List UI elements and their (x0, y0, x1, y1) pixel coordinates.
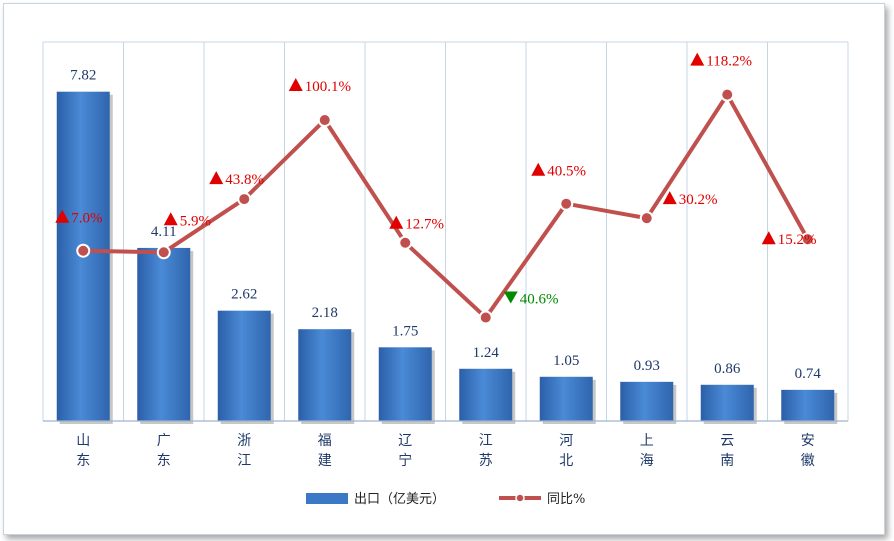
bar-value-label: 2.62 (231, 287, 257, 303)
bar-value-label: 1.75 (392, 323, 418, 339)
yoy-point (398, 235, 413, 250)
bar-value-label: 4.11 (151, 224, 177, 240)
yoy-value-label: 12.7% (405, 217, 444, 233)
bar-value-label: 7.82 (70, 68, 96, 84)
yoy-point (76, 243, 91, 258)
yoy-value-label: 5.9% (180, 213, 211, 229)
down-arrow-icon (503, 291, 518, 304)
up-arrow-icon (690, 52, 705, 66)
category-label: 福 (318, 433, 332, 449)
yoy-point (639, 211, 654, 226)
category-label: 广 (157, 433, 171, 449)
yoy-value-label: 40.6% (520, 292, 559, 308)
legend-line-label: 同比% (547, 492, 585, 507)
data-labels: 7.82 4.11 2.62 2.18 1.75 1.24 1.05 0.93 0.86 0.74… (55, 52, 822, 382)
up-arrow-icon (662, 191, 677, 205)
bar-value-label: 1.24 (473, 345, 500, 361)
bar (459, 368, 513, 421)
category-label: 东 (76, 453, 90, 469)
yoy-point (559, 196, 574, 211)
up-arrow-icon (761, 231, 776, 245)
up-arrow-icon (163, 212, 178, 226)
bar-value-label: 0.86 (714, 361, 741, 377)
legend-line-marker (515, 493, 525, 503)
category-label: 东 (157, 453, 171, 469)
up-arrow-icon (389, 215, 404, 229)
yoy-value-label: 30.2% (679, 192, 718, 208)
bar (217, 310, 271, 421)
yoy-value-label: 43.8% (225, 172, 264, 188)
up-arrow-icon (209, 171, 224, 185)
yoy-value-label: 40.5% (547, 164, 586, 180)
yoy-point (478, 310, 493, 325)
up-arrow-icon (55, 209, 70, 223)
category-label: 安 (801, 433, 815, 449)
bar (137, 247, 191, 421)
yoy-value-label: 100.1% (305, 79, 351, 95)
category-label: 上 (640, 433, 654, 449)
bar (298, 329, 352, 421)
grid-lines (42, 41, 849, 421)
bar-value-label: 2.18 (312, 305, 338, 321)
yoy-point (720, 87, 735, 102)
bar (620, 381, 674, 421)
bars (56, 91, 838, 425)
bar-value-label: 1.05 (553, 353, 579, 369)
yoy-value-label: 15.2% (778, 232, 817, 248)
bar (378, 347, 432, 421)
bar-value-label: 0.93 (634, 358, 660, 374)
yoy-value-label: 7.0% (71, 211, 102, 227)
yoy-line (83, 92, 810, 320)
category-label: 山 (76, 433, 90, 449)
category-label: 建 (318, 453, 332, 469)
yoy-point (800, 232, 815, 247)
category-label: 河 (559, 433, 573, 449)
legend-bar-label: 出口（亿美元） (354, 492, 445, 507)
yoy-value-label: 118.2% (706, 54, 752, 70)
bar-value-label: 0.74 (795, 366, 822, 382)
yoy-point (237, 192, 252, 207)
category-label: 徽 (801, 453, 815, 469)
bar (700, 384, 754, 421)
legend: 出口（亿美元） 同比% (306, 492, 585, 507)
category-label: 北 (559, 453, 573, 469)
category-label: 南 (720, 453, 734, 469)
bar (539, 376, 593, 421)
category-label: 江 (479, 433, 493, 449)
bar (781, 389, 835, 421)
yoy-point (317, 113, 332, 128)
category-label: 云 (720, 433, 734, 449)
category-label: 浙 (237, 433, 251, 449)
category-label: 苏 (479, 453, 493, 469)
up-arrow-icon (531, 162, 546, 176)
legend-bar-swatch (306, 493, 348, 504)
yoy-point (156, 245, 171, 260)
category-label: 江 (237, 453, 251, 469)
category-label: 宁 (398, 452, 412, 469)
category-label: 海 (640, 453, 654, 469)
category-label: 辽 (398, 433, 412, 449)
line-series (76, 87, 815, 325)
up-arrow-icon (288, 78, 303, 92)
